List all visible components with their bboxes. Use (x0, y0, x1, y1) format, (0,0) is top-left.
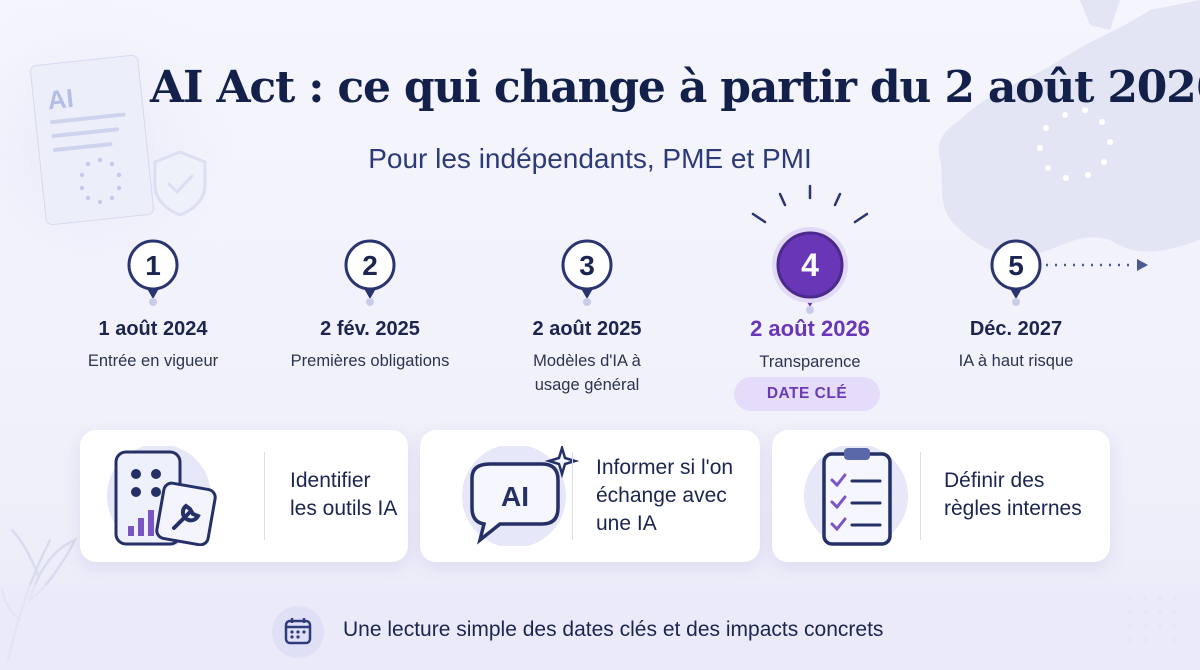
timeline-description: IA à haut risque (901, 349, 1131, 373)
card-define-rules: Définir des règles internes (772, 430, 1110, 562)
card-separator (264, 452, 265, 540)
calendar-icon (272, 606, 324, 658)
timeline-date: 2 août 2025 (532, 318, 642, 340)
timeline-node-3: 3 (561, 239, 613, 306)
timeline-node-2: 2 (344, 239, 396, 306)
svg-text:AI: AI (46, 83, 75, 116)
timeline-description: Transparence (695, 350, 925, 374)
card-text: Informer si l'on échange avec une IA (596, 456, 734, 535)
timeline-description: Modèles d'IA à usage général (472, 349, 702, 397)
footer-text: Une lecture simple des dates clés et des… (343, 618, 884, 641)
timeline-label-1: 1 août 2024 Entrée en vigueur (38, 318, 268, 373)
card-inform-ai: AI Informer si l'on échange avec une IA (420, 430, 760, 562)
card-separator (920, 452, 921, 540)
card-text: Identifier les outils IA (290, 469, 398, 520)
timeline-node-4: 4 (772, 227, 848, 314)
ai-chat-bubble-icon: AI (462, 446, 580, 546)
key-date-badge: DATE CLÉ (734, 377, 880, 411)
timeline-date: 1 août 2024 (98, 318, 208, 340)
ai-document-icon: AI (30, 54, 154, 226)
timeline-arrow-icon (1137, 259, 1148, 271)
timeline-node-5: 5 (990, 239, 1042, 306)
europe-map-icon (938, 0, 1200, 256)
timeline-description-line: IA à haut risque (958, 352, 1074, 370)
page-subtitle: Pour les indépendants, PME et PMI (368, 143, 812, 174)
timeline-label-3: 2 août 2025 Modèles d'IA à usage général (472, 318, 702, 397)
highlight-rays-icon (751, 184, 869, 224)
timeline-description-line: Transparence (759, 353, 861, 371)
page-title: AI Act : ce qui change à partir du 2 aoû… (150, 62, 1200, 113)
timeline-date: 2 fév. 2025 (320, 318, 420, 340)
timeline-date: 2 août 2026 (750, 316, 870, 341)
timeline-node-number: 4 (801, 247, 819, 283)
timeline-description-line: Modèles d'IA à (533, 352, 641, 370)
apps-tools-icon (107, 446, 217, 546)
timeline-description-line: Entrée en vigueur (87, 352, 219, 370)
timeline-node-number: 1 (145, 250, 161, 281)
card-text: Définir des règles internes (944, 469, 1082, 520)
card-separator (572, 452, 573, 540)
timeline-description: Premières obligations (255, 349, 485, 373)
timeline-node-number: 2 (362, 250, 378, 281)
timeline-label-2: 2 fév. 2025 Premières obligations (255, 318, 485, 373)
timeline-date: Déc. 2027 (969, 318, 1063, 340)
timeline-node-number: 3 (579, 250, 595, 281)
eu-stars-map-icon (1037, 107, 1113, 181)
shield-check-icon (153, 150, 207, 217)
checklist-clipboard-icon (804, 446, 908, 546)
timeline-node-number: 5 (1008, 250, 1024, 281)
timeline-label-5: Déc. 2027 IA à haut risque (901, 318, 1131, 373)
timeline-description: Entrée en vigueur (38, 349, 268, 373)
timeline-label-4: 2 août 2026 Transparence (695, 316, 925, 374)
timeline-node-1: 1 (127, 239, 179, 306)
timeline-description-line: Premières obligations (290, 352, 450, 370)
card-identify-tools: Identifier les outils IA (80, 430, 408, 562)
timeline-description-line: usage général (534, 376, 640, 394)
svg-text:AI: AI (501, 481, 529, 512)
